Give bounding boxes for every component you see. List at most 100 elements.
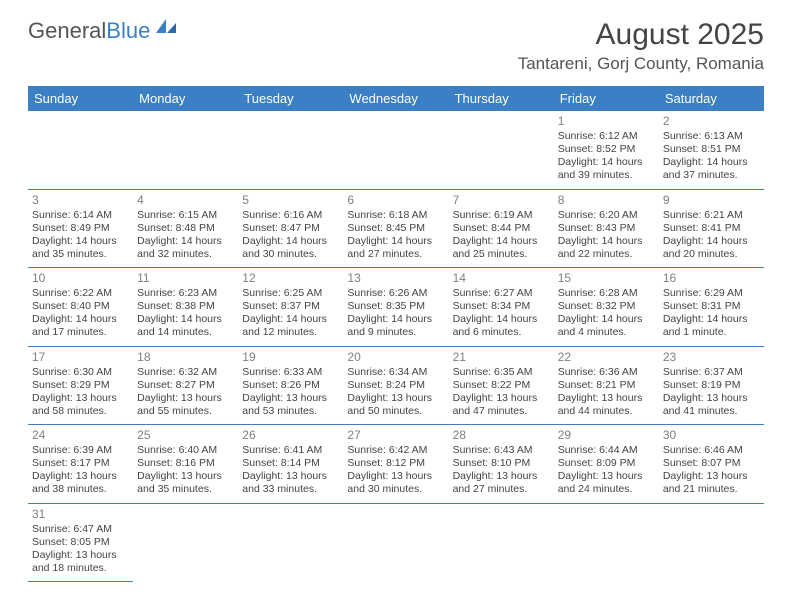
sunset-text: Sunset: 8:38 PM: [137, 300, 234, 313]
sunrise-text: Sunrise: 6:42 AM: [347, 444, 444, 457]
day-cell: 30Sunrise: 6:46 AMSunset: 8:07 PMDayligh…: [659, 425, 764, 503]
sunset-text: Sunset: 8:45 PM: [347, 222, 444, 235]
sunset-text: Sunset: 8:09 PM: [558, 457, 655, 470]
sunset-text: Sunset: 8:16 PM: [137, 457, 234, 470]
sunrise-text: Sunrise: 6:21 AM: [663, 209, 760, 222]
day-number: 5: [242, 193, 339, 208]
day-number: 7: [453, 193, 550, 208]
daylight-text: Daylight: 13 hours and 38 minutes.: [32, 470, 129, 496]
day-cell: 28Sunrise: 6:43 AMSunset: 8:10 PMDayligh…: [449, 425, 554, 503]
day-number: 28: [453, 428, 550, 443]
daylight-text: Daylight: 13 hours and 33 minutes.: [242, 470, 339, 496]
daylight-text: Daylight: 14 hours and 12 minutes.: [242, 313, 339, 339]
sunset-text: Sunset: 8:19 PM: [663, 379, 760, 392]
daylight-text: Daylight: 13 hours and 27 minutes.: [453, 470, 550, 496]
day-cell: 12Sunrise: 6:25 AMSunset: 8:37 PMDayligh…: [238, 268, 343, 346]
daylight-text: Daylight: 13 hours and 47 minutes.: [453, 392, 550, 418]
sunset-text: Sunset: 8:26 PM: [242, 379, 339, 392]
sunset-text: Sunset: 8:10 PM: [453, 457, 550, 470]
sunrise-text: Sunrise: 6:35 AM: [453, 366, 550, 379]
day-number: 15: [558, 271, 655, 286]
day-number: 21: [453, 350, 550, 365]
sunset-text: Sunset: 8:32 PM: [558, 300, 655, 313]
sunrise-text: Sunrise: 6:12 AM: [558, 130, 655, 143]
day-number: 8: [558, 193, 655, 208]
day-cell: 15Sunrise: 6:28 AMSunset: 8:32 PMDayligh…: [554, 268, 659, 346]
sunrise-text: Sunrise: 6:37 AM: [663, 366, 760, 379]
day-cell: 26Sunrise: 6:41 AMSunset: 8:14 PMDayligh…: [238, 425, 343, 503]
day-header-cell: Wednesday: [343, 86, 448, 111]
sunset-text: Sunset: 8:52 PM: [558, 143, 655, 156]
sunset-text: Sunset: 8:51 PM: [663, 143, 760, 156]
day-number: 17: [32, 350, 129, 365]
empty-cell: [28, 111, 133, 189]
empty-cell: [343, 504, 448, 583]
day-number: 19: [242, 350, 339, 365]
day-cell: 20Sunrise: 6:34 AMSunset: 8:24 PMDayligh…: [343, 347, 448, 425]
day-number: 9: [663, 193, 760, 208]
day-header-row: SundayMondayTuesdayWednesdayThursdayFrid…: [28, 86, 764, 111]
day-number: 30: [663, 428, 760, 443]
day-number: 25: [137, 428, 234, 443]
week-row: 17Sunrise: 6:30 AMSunset: 8:29 PMDayligh…: [28, 347, 764, 426]
sunrise-text: Sunrise: 6:28 AM: [558, 287, 655, 300]
daylight-text: Daylight: 13 hours and 24 minutes.: [558, 470, 655, 496]
day-number: 18: [137, 350, 234, 365]
location-text: Tantareni, Gorj County, Romania: [518, 54, 764, 74]
day-number: 13: [347, 271, 444, 286]
day-cell: 22Sunrise: 6:36 AMSunset: 8:21 PMDayligh…: [554, 347, 659, 425]
week-row: 24Sunrise: 6:39 AMSunset: 8:17 PMDayligh…: [28, 425, 764, 504]
sunset-text: Sunset: 8:34 PM: [453, 300, 550, 313]
day-cell: 11Sunrise: 6:23 AMSunset: 8:38 PMDayligh…: [133, 268, 238, 346]
logo-text-general: General: [28, 18, 106, 44]
sunset-text: Sunset: 8:12 PM: [347, 457, 444, 470]
sunset-text: Sunset: 8:31 PM: [663, 300, 760, 313]
day-number: 10: [32, 271, 129, 286]
weeks-container: 1Sunrise: 6:12 AMSunset: 8:52 PMDaylight…: [28, 111, 764, 582]
empty-cell: [133, 111, 238, 189]
sunset-text: Sunset: 8:22 PM: [453, 379, 550, 392]
daylight-text: Daylight: 13 hours and 30 minutes.: [347, 470, 444, 496]
day-cell: 21Sunrise: 6:35 AMSunset: 8:22 PMDayligh…: [449, 347, 554, 425]
day-header-cell: Tuesday: [238, 86, 343, 111]
week-row: 31Sunrise: 6:47 AMSunset: 8:05 PMDayligh…: [28, 504, 764, 583]
day-cell: 19Sunrise: 6:33 AMSunset: 8:26 PMDayligh…: [238, 347, 343, 425]
day-cell: 10Sunrise: 6:22 AMSunset: 8:40 PMDayligh…: [28, 268, 133, 346]
day-number: 3: [32, 193, 129, 208]
daylight-text: Daylight: 14 hours and 35 minutes.: [32, 235, 129, 261]
daylight-text: Daylight: 14 hours and 27 minutes.: [347, 235, 444, 261]
title-block: August 2025 Tantareni, Gorj County, Roma…: [518, 18, 764, 74]
empty-cell: [449, 504, 554, 583]
sunrise-text: Sunrise: 6:43 AM: [453, 444, 550, 457]
sunrise-text: Sunrise: 6:16 AM: [242, 209, 339, 222]
sunset-text: Sunset: 8:40 PM: [32, 300, 129, 313]
sunrise-text: Sunrise: 6:22 AM: [32, 287, 129, 300]
empty-cell: [554, 504, 659, 583]
day-number: 23: [663, 350, 760, 365]
sunset-text: Sunset: 8:49 PM: [32, 222, 129, 235]
sail-icon: [154, 15, 178, 41]
day-cell: 14Sunrise: 6:27 AMSunset: 8:34 PMDayligh…: [449, 268, 554, 346]
daylight-text: Daylight: 14 hours and 30 minutes.: [242, 235, 339, 261]
sunset-text: Sunset: 8:27 PM: [137, 379, 234, 392]
day-header-cell: Sunday: [28, 86, 133, 111]
day-number: 24: [32, 428, 129, 443]
sunrise-text: Sunrise: 6:33 AM: [242, 366, 339, 379]
daylight-text: Daylight: 13 hours and 50 minutes.: [347, 392, 444, 418]
daylight-text: Daylight: 13 hours and 21 minutes.: [663, 470, 760, 496]
sunset-text: Sunset: 8:43 PM: [558, 222, 655, 235]
empty-cell: [238, 111, 343, 189]
sunrise-text: Sunrise: 6:46 AM: [663, 444, 760, 457]
sunrise-text: Sunrise: 6:15 AM: [137, 209, 234, 222]
daylight-text: Daylight: 14 hours and 1 minute.: [663, 313, 760, 339]
daylight-text: Daylight: 14 hours and 9 minutes.: [347, 313, 444, 339]
daylight-text: Daylight: 13 hours and 41 minutes.: [663, 392, 760, 418]
daylight-text: Daylight: 13 hours and 55 minutes.: [137, 392, 234, 418]
sunrise-text: Sunrise: 6:23 AM: [137, 287, 234, 300]
logo: GeneralBlue: [28, 18, 178, 44]
day-header-cell: Thursday: [449, 86, 554, 111]
sunset-text: Sunset: 8:37 PM: [242, 300, 339, 313]
empty-cell: [449, 111, 554, 189]
week-row: 3Sunrise: 6:14 AMSunset: 8:49 PMDaylight…: [28, 190, 764, 269]
sunset-text: Sunset: 8:47 PM: [242, 222, 339, 235]
